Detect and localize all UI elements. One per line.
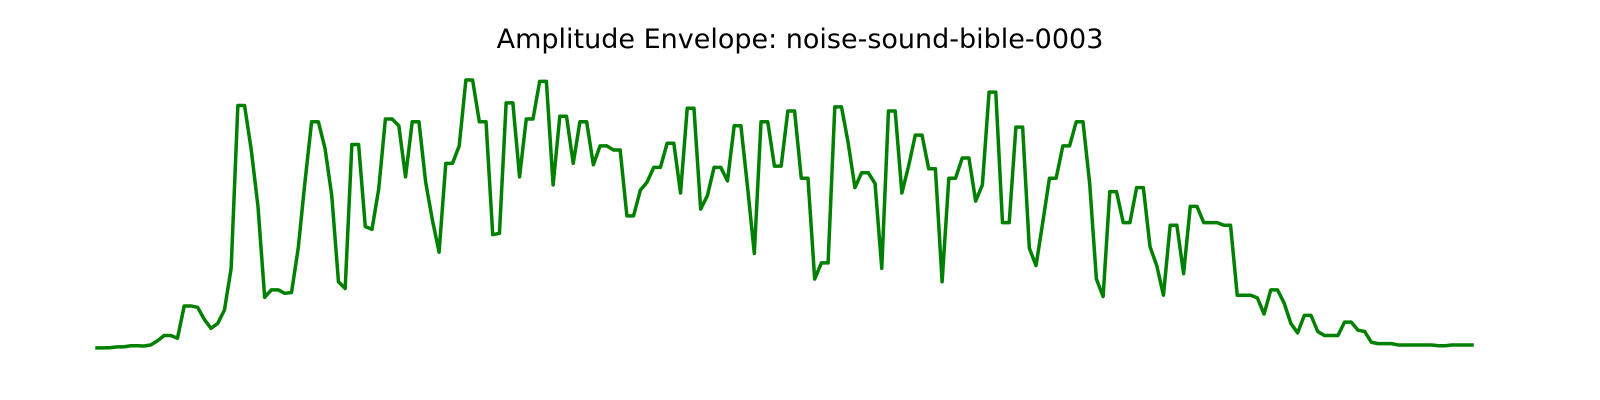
envelope-line-series-0: [95, 78, 1474, 350]
chart-title: Amplitude Envelope: noise-sound-bible-00…: [496, 24, 1104, 55]
plot-area: [95, 78, 1474, 350]
